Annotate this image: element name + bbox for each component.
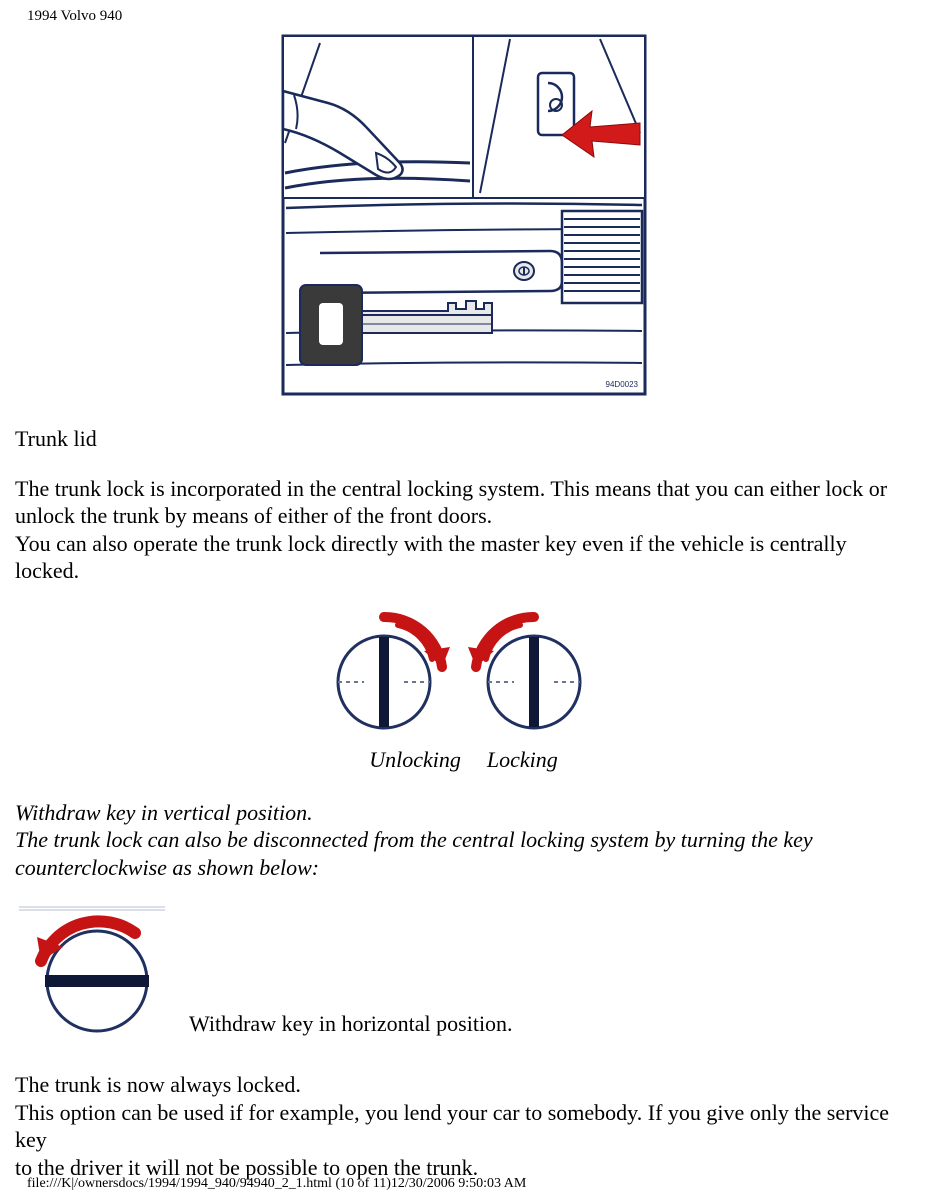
para1-line1: The trunk lock is incorporated in the ce… bbox=[15, 476, 887, 501]
disconnect-diagram bbox=[15, 903, 175, 1043]
paragraph-2: The trunk is now always locked. This opt… bbox=[15, 1071, 912, 1181]
trunk-lid-illustration: 94D0023 bbox=[280, 33, 648, 397]
label-locking: Locking bbox=[487, 747, 558, 773]
para1-line3: You can also operate the trunk lock dire… bbox=[15, 531, 847, 584]
para2-line2: This option can be used if for example, … bbox=[15, 1100, 889, 1153]
page-header: 1994 Volvo 940 bbox=[27, 8, 912, 25]
svg-text:94D0023: 94D0023 bbox=[605, 380, 638, 389]
figure-trunk-lid: 94D0023 bbox=[15, 33, 912, 397]
paragraph-1: The trunk lock is incorporated in the ce… bbox=[15, 475, 912, 585]
para1-line2: unlock the trunk by means of either of t… bbox=[15, 503, 492, 528]
italic-line1: Withdraw key in vertical position. bbox=[15, 800, 313, 825]
para2-line1: The trunk is now always locked. bbox=[15, 1072, 301, 1097]
unlock-lock-diagram bbox=[314, 607, 614, 737]
label-unlocking: Unlocking bbox=[369, 747, 461, 773]
figure3-caption: Withdraw key in horizontal position. bbox=[189, 1011, 513, 1043]
document-page: 1994 Volvo 940 bbox=[0, 0, 927, 1200]
italic-line3: counterclockwise as shown below: bbox=[15, 855, 319, 880]
section-heading: Trunk lid bbox=[15, 425, 912, 453]
figure-unlock-lock: Unlocking Locking bbox=[15, 607, 912, 773]
italic-line2: The trunk lock can also be disconnected … bbox=[15, 827, 813, 852]
figure-disconnect-lock: Withdraw key in horizontal position. bbox=[15, 903, 912, 1043]
italic-paragraph: Withdraw key in vertical position. The t… bbox=[15, 799, 912, 882]
page-footer: file:///K|/ownersdocs/1994/1994_940/9494… bbox=[27, 1176, 526, 1192]
figure2-labels: Unlocking Locking bbox=[369, 747, 558, 773]
